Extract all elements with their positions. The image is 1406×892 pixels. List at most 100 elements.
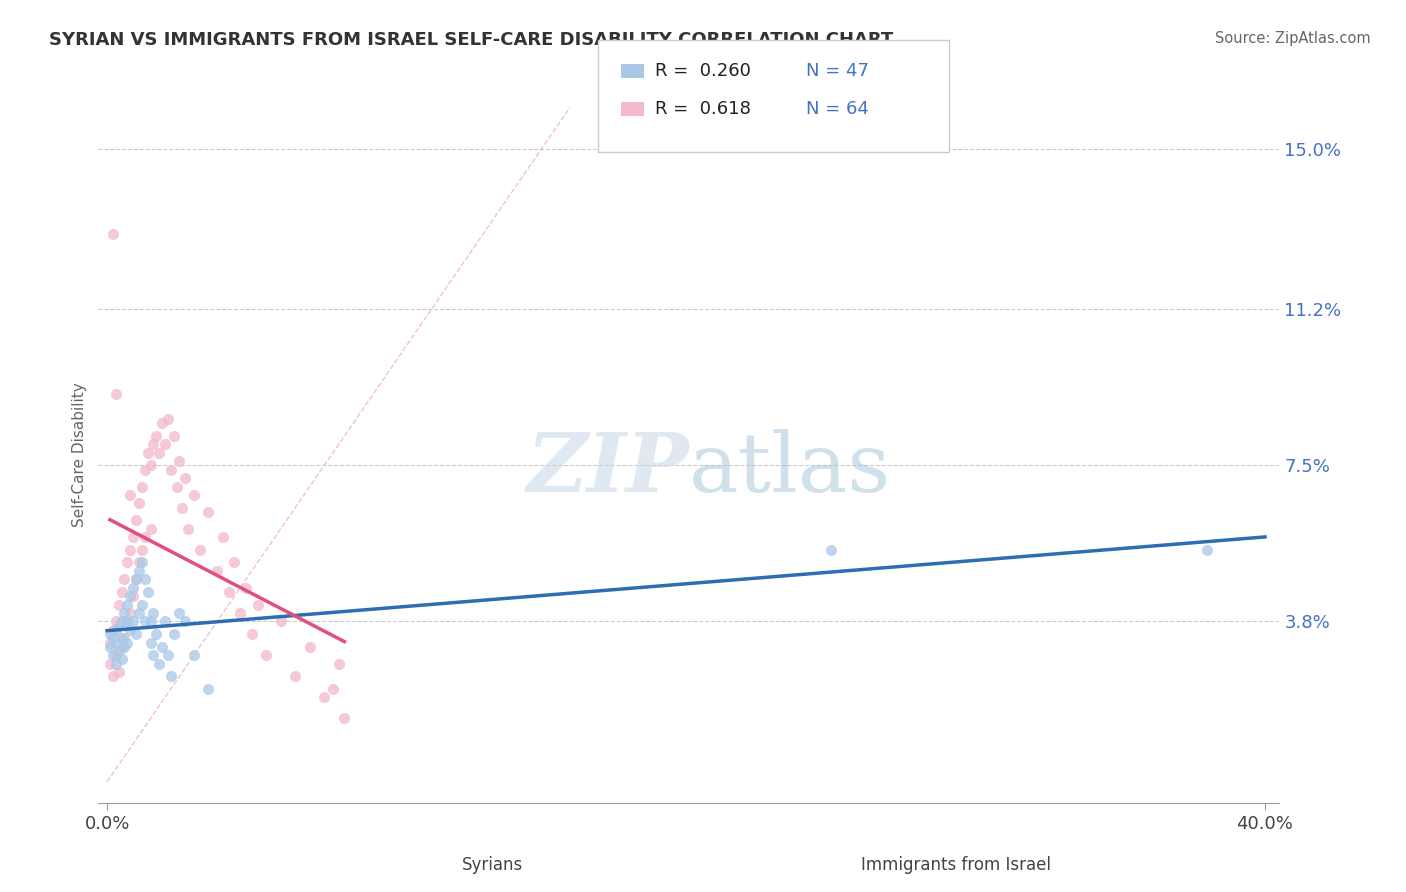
Point [218, 585, 240, 599]
Point [110, 585, 132, 599]
Point [107, 618, 129, 632]
Point [139, 522, 162, 536]
Point [177, 522, 200, 536]
Point [314, 690, 336, 705]
Point [104, 623, 127, 637]
Point [131, 479, 153, 493]
Point [139, 458, 162, 473]
Point [110, 640, 132, 654]
Point [134, 530, 156, 544]
Point [101, 623, 124, 637]
Point [235, 581, 257, 595]
Point [117, 598, 139, 612]
Point [333, 711, 356, 725]
Text: R =  0.260: R = 0.260 [655, 62, 751, 80]
Text: R =  0.618: R = 0.618 [655, 100, 751, 118]
Point [128, 606, 150, 620]
Point [1197, 542, 1219, 557]
Point [114, 606, 136, 620]
Point [117, 556, 139, 570]
Point [205, 564, 228, 578]
Text: N = 47: N = 47 [806, 62, 869, 80]
Point [328, 657, 350, 671]
Point [156, 648, 179, 663]
Point [224, 556, 246, 570]
Point [101, 227, 124, 241]
Point [148, 446, 170, 460]
Point [107, 598, 129, 612]
Point [174, 615, 197, 629]
Point [122, 589, 145, 603]
Point [166, 479, 188, 493]
Point [150, 417, 173, 431]
Point [110, 632, 132, 646]
Point [104, 386, 127, 401]
Point [101, 669, 124, 683]
Point [120, 606, 142, 620]
Point [122, 615, 145, 629]
Point [114, 572, 136, 586]
Point [104, 657, 127, 671]
Point [183, 648, 205, 663]
Text: Syrians: Syrians [461, 855, 523, 873]
Point [101, 632, 124, 646]
Point [120, 542, 142, 557]
Point [169, 454, 191, 468]
Point [145, 429, 167, 443]
Point [159, 669, 181, 683]
Point [117, 615, 139, 629]
Point [117, 615, 139, 629]
Point [128, 556, 150, 570]
Point [120, 589, 142, 603]
Point [163, 429, 186, 443]
Point [104, 635, 127, 649]
Point [172, 500, 194, 515]
Point [284, 669, 307, 683]
Point [153, 437, 176, 451]
Point [197, 681, 219, 696]
Point [145, 627, 167, 641]
Point [125, 572, 148, 586]
Point [131, 542, 153, 557]
Point [107, 665, 129, 679]
Point [98, 635, 121, 649]
Text: Immigrants from Israel: Immigrants from Israel [860, 855, 1052, 873]
Point [134, 572, 156, 586]
Point [101, 648, 124, 663]
Point [104, 615, 127, 629]
Text: SYRIAN VS IMMIGRANTS FROM ISRAEL SELF-CARE DISABILITY CORRELATION CHART: SYRIAN VS IMMIGRANTS FROM ISRAEL SELF-CA… [49, 31, 893, 49]
Text: atlas: atlas [689, 429, 891, 508]
Point [298, 640, 321, 654]
Point [128, 496, 150, 510]
Point [107, 644, 129, 658]
Y-axis label: Self-Care Disability: Self-Care Disability [72, 383, 87, 527]
Point [156, 412, 179, 426]
Point [169, 606, 191, 620]
Point [212, 530, 235, 544]
Point [134, 463, 156, 477]
Point [125, 572, 148, 586]
Point [159, 463, 181, 477]
Point [142, 648, 165, 663]
Point [246, 598, 269, 612]
Point [128, 564, 150, 578]
Point [120, 488, 142, 502]
Point [142, 606, 165, 620]
Point [174, 471, 197, 485]
Point [131, 556, 153, 570]
Point [114, 632, 136, 646]
Point [98, 627, 121, 641]
Point [98, 640, 121, 654]
Point [142, 437, 165, 451]
Text: ZIP: ZIP [526, 429, 689, 508]
Point [188, 542, 211, 557]
Point [104, 648, 127, 663]
Text: Source: ZipAtlas.com: Source: ZipAtlas.com [1215, 31, 1371, 46]
Point [820, 542, 842, 557]
Point [153, 615, 176, 629]
Point [148, 657, 170, 671]
Point [125, 627, 148, 641]
Point [229, 606, 252, 620]
Point [270, 615, 292, 629]
Point [117, 635, 139, 649]
